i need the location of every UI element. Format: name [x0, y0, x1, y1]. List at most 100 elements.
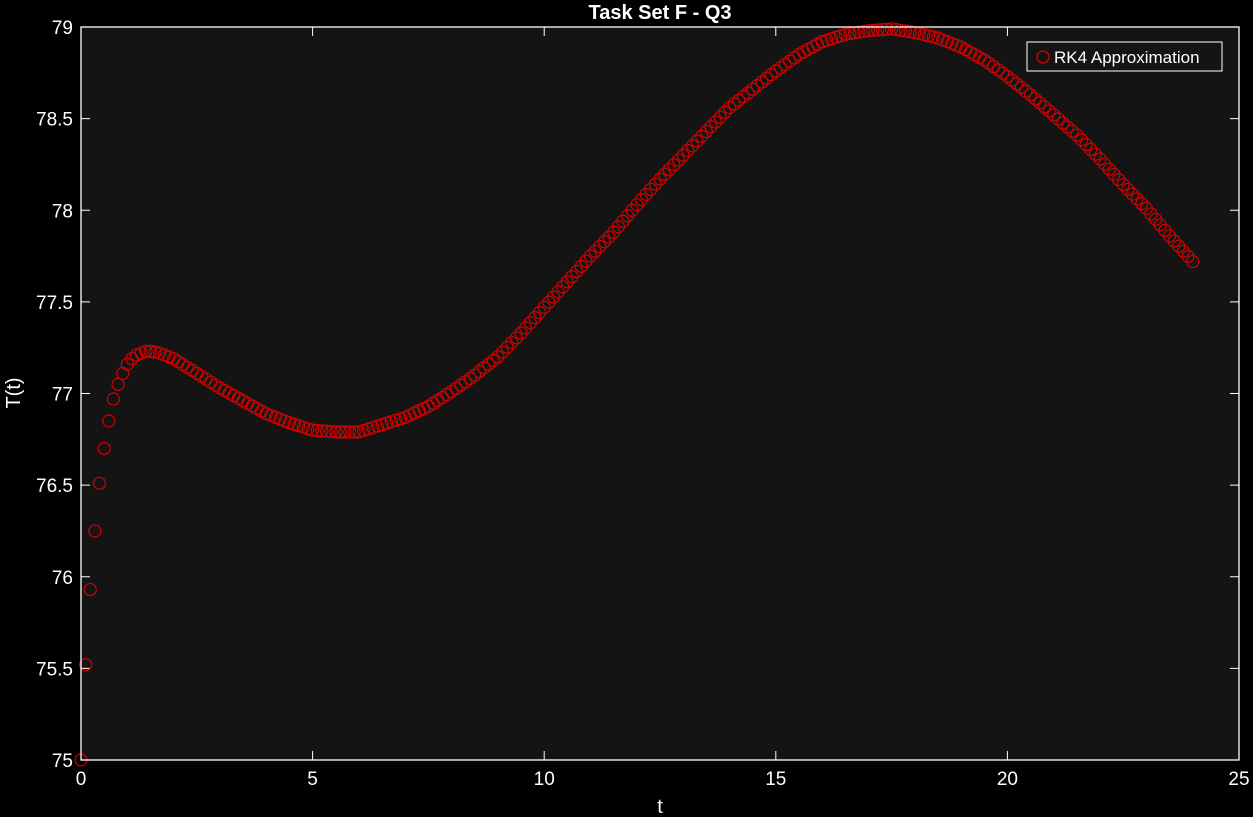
data-point	[685, 139, 700, 153]
data-point	[676, 148, 690, 162]
data-point	[1130, 192, 1144, 206]
data-point	[917, 28, 931, 42]
data-point	[718, 105, 732, 119]
data-point	[982, 56, 996, 70]
data-point	[1162, 229, 1177, 243]
data-point	[1037, 100, 1052, 114]
data-point	[486, 353, 500, 368]
data-point	[1186, 254, 1200, 269]
data-point	[102, 414, 116, 428]
data-point	[597, 235, 612, 249]
data-point	[764, 68, 778, 82]
data-point	[875, 22, 889, 37]
data-point	[514, 326, 528, 340]
data-point	[92, 476, 107, 490]
data-point	[472, 364, 486, 379]
chart-title: Task Set F - Q3	[588, 2, 731, 24]
data-point	[1033, 96, 1047, 110]
data-point	[773, 61, 788, 75]
data-point	[1135, 197, 1149, 211]
legend-label-rk4: RK4 Approximation	[1054, 48, 1200, 67]
data-point	[570, 264, 584, 279]
data-point	[1014, 80, 1028, 95]
data-point	[83, 582, 97, 597]
data-point	[852, 25, 866, 39]
data-point	[1111, 172, 1126, 187]
data-point	[1181, 249, 1195, 264]
data-point	[310, 423, 324, 438]
y-tick-label: 76.5	[36, 476, 73, 497]
data-point	[722, 101, 737, 115]
data-point	[653, 172, 667, 186]
data-point	[505, 335, 519, 350]
data-point	[329, 425, 343, 439]
data-point	[1056, 116, 1070, 130]
data-markers	[74, 22, 1200, 767]
data-point	[1093, 152, 1107, 166]
data-point	[759, 71, 774, 85]
data-point	[630, 198, 644, 212]
data-point	[769, 64, 783, 78]
data-point	[333, 425, 347, 439]
data-point	[551, 285, 565, 299]
data-point	[1042, 104, 1056, 118]
data-point	[778, 57, 792, 71]
x-tick-label: 25	[1228, 769, 1249, 790]
data-point	[704, 120, 718, 134]
data-point	[1167, 234, 1181, 248]
data-point	[1000, 69, 1015, 84]
data-point	[148, 345, 162, 359]
data-point	[996, 66, 1010, 80]
data-point	[690, 134, 704, 148]
data-point	[1176, 244, 1191, 258]
data-point	[560, 275, 574, 289]
legend: RK4 Approximation	[1026, 41, 1223, 72]
data-point	[482, 357, 496, 371]
data-point	[88, 524, 102, 538]
data-point	[1125, 187, 1140, 201]
data-point	[1079, 138, 1093, 152]
data-point	[315, 424, 329, 438]
data-point	[1010, 77, 1024, 91]
data-point	[1172, 239, 1186, 253]
data-point	[583, 249, 598, 263]
data-point	[565, 269, 579, 284]
data-point	[602, 230, 616, 244]
y-tick-label: 76	[52, 568, 73, 589]
data-point	[444, 385, 459, 399]
data-point	[894, 23, 908, 37]
data-point	[1023, 88, 1038, 102]
data-point	[671, 153, 686, 167]
data-point	[713, 110, 727, 124]
data-point	[523, 316, 537, 330]
y-tick-label: 77	[52, 385, 73, 406]
y-tick-label: 75	[52, 751, 73, 772]
data-point	[727, 97, 741, 111]
data-point	[1088, 147, 1103, 161]
data-point	[491, 350, 505, 364]
data-point	[1098, 157, 1112, 171]
data-point	[708, 115, 723, 129]
data-point	[648, 177, 662, 191]
data-point	[699, 124, 713, 139]
data-point	[537, 300, 551, 314]
x-tick-label: 0	[76, 769, 87, 790]
data-point	[519, 321, 533, 335]
legend-box	[1026, 41, 1223, 72]
data-point	[741, 86, 755, 100]
data-point	[111, 377, 125, 391]
data-point	[97, 441, 111, 456]
data-point	[139, 344, 153, 358]
data-point	[681, 143, 695, 158]
data-point	[458, 375, 473, 389]
data-point	[319, 424, 334, 438]
axes-box	[80, 26, 1240, 761]
data-point	[1061, 120, 1075, 134]
data-point	[662, 162, 676, 177]
data-point	[986, 59, 1001, 74]
data-point	[644, 182, 658, 196]
data-point	[857, 24, 871, 38]
data-point	[903, 25, 917, 39]
data-point	[509, 331, 524, 345]
